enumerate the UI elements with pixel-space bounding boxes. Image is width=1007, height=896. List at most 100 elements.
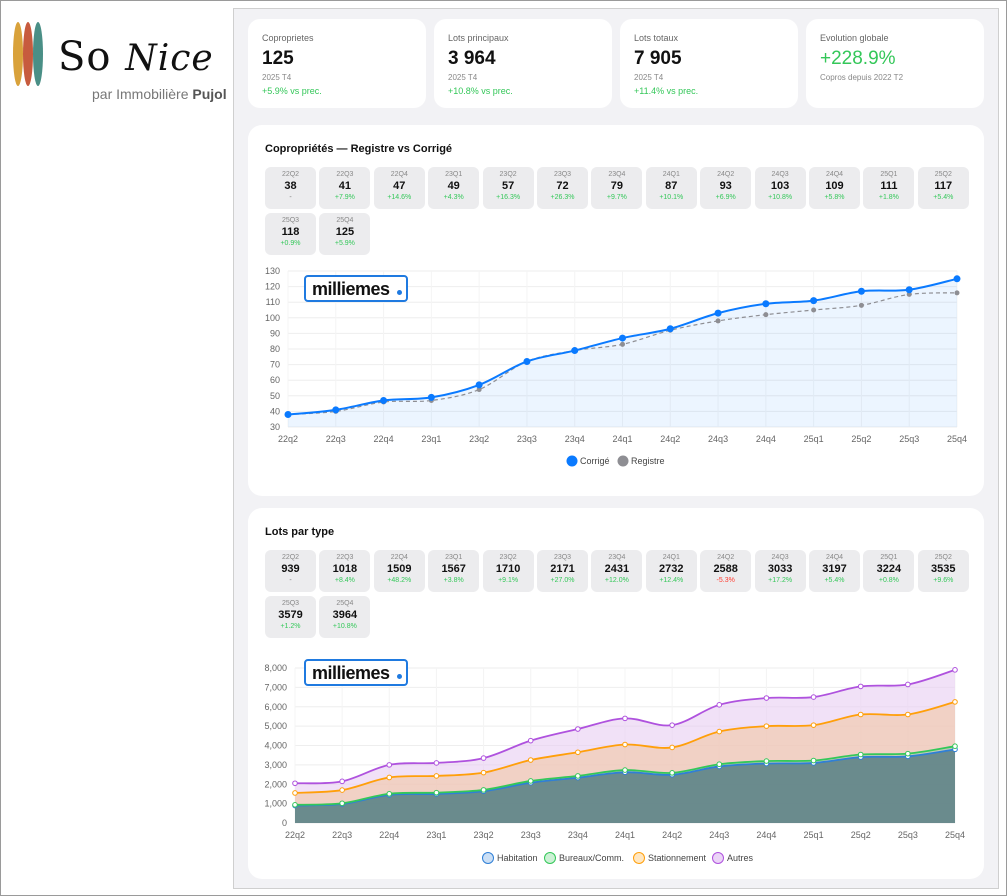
tile-delta: +10.8% xyxy=(332,623,357,630)
data-point xyxy=(716,761,723,768)
tile-quarter: 23Q3 xyxy=(553,171,572,178)
legend-marker xyxy=(633,852,645,864)
quarter-tile: 24Q3 103 +10.8% xyxy=(754,167,806,209)
x-tick-label: 25q4 xyxy=(947,434,967,444)
x-tick-label: 24q3 xyxy=(708,434,728,444)
tile-quarter: 23Q3 xyxy=(553,554,572,561)
data-point-corrige xyxy=(332,406,340,414)
quarter-tile: 23Q3 72 +26.3% xyxy=(537,167,588,209)
tile-quarter: 23Q1 xyxy=(445,171,463,178)
tile-delta: +10.8% xyxy=(768,194,793,201)
data-point xyxy=(433,773,440,779)
legend-marker xyxy=(482,852,494,864)
kpi-value: 3 964 xyxy=(448,48,496,69)
data-point-corrige xyxy=(427,393,435,401)
tile-quarter: 25Q1 xyxy=(880,554,898,561)
tile-quarter: 22Q2 xyxy=(281,171,300,178)
y-tick-label: 70 xyxy=(270,360,280,370)
quarter-tile: 24Q4 109 +5.8% xyxy=(809,167,860,209)
tile-value: 103 xyxy=(770,180,790,192)
watermark-text: milliemes xyxy=(312,663,390,683)
tile-quarter: 24Q2 xyxy=(717,554,735,561)
kpi-sub: Copros depuis 2022 T2 xyxy=(820,73,904,82)
tagline-strong: Pujol xyxy=(192,86,227,102)
quarter-tile: 25Q4 3964 +10.8% xyxy=(319,596,371,638)
series-area-corrige xyxy=(288,278,957,427)
tile-value: 118 xyxy=(281,226,300,238)
tile-quarter: 25Q3 xyxy=(281,217,300,224)
brand-logo-mark xyxy=(13,22,43,86)
data-point xyxy=(386,774,393,781)
tagline-agency: Immobilière xyxy=(116,86,189,102)
lots-chart-card: Lots par type 22Q2 939 - 22Q3 1018 +8.4% 22Q4 1… xyxy=(248,508,984,879)
logo-leaf-3 xyxy=(33,22,43,86)
copro-chart-card: Copropriétés — Registre vs Corrigé 22Q2 3… xyxy=(248,125,984,496)
quarter-tile: 24Q4 3197 +5.4% xyxy=(809,550,860,592)
y-tick-label: 2,000 xyxy=(264,779,287,789)
tile-delta: +17.2% xyxy=(768,577,793,584)
tile-delta: +9.7% xyxy=(606,194,627,201)
x-tick-label: 24q1 xyxy=(612,434,632,444)
tile-delta: - xyxy=(289,194,292,201)
data-point-corrige xyxy=(571,347,579,355)
x-tick-label: 24q4 xyxy=(756,434,776,444)
y-tick-label: 5,000 xyxy=(264,721,287,731)
x-tick-label: 23q4 xyxy=(568,830,588,840)
quarter-tile: 24Q1 2732 +12.4% xyxy=(645,550,697,592)
legend-label: Registre xyxy=(631,456,665,466)
kpi-card-lots-totaux: Lots totaux 7 905 2025 T4 +11.4% vs prec… xyxy=(620,19,798,108)
data-point xyxy=(480,755,487,761)
y-tick-label: 50 xyxy=(270,391,280,401)
tile-value: 72 xyxy=(556,180,569,192)
data-point xyxy=(527,737,534,744)
quarter-tile: 22Q2 38 - xyxy=(265,167,316,209)
brand-logo: So Nice par Immobilière Pujol xyxy=(10,14,230,114)
kpi-delta: +10.8% vs prec. xyxy=(448,86,513,96)
data-point-registre xyxy=(858,302,864,308)
data-point-registre xyxy=(811,307,817,313)
tile-delta: +7.9% xyxy=(334,194,355,201)
kpi-card-coproprietes: Coproprietes 125 2025 T4 +5.9% vs prec. xyxy=(248,19,426,108)
data-point-registre xyxy=(954,290,960,296)
tile-value: 93 xyxy=(719,180,732,192)
brand-name: So Nice xyxy=(58,34,214,80)
data-point xyxy=(339,787,345,793)
tile-value: 1710 xyxy=(495,563,521,575)
data-point xyxy=(386,790,393,797)
data-point xyxy=(433,789,440,796)
data-point-registre xyxy=(763,312,769,318)
x-tick-label: 24q4 xyxy=(756,830,776,840)
card-title: Lots par type xyxy=(265,526,335,538)
tile-delta: +3.8% xyxy=(443,577,464,584)
kpi-value: 7 905 xyxy=(634,48,682,69)
tile-value: 47 xyxy=(393,180,406,192)
quarter-tile: 22Q3 41 +7.9% xyxy=(319,167,371,209)
watermark-text: milliemes xyxy=(312,279,390,299)
tile-value: 1567 xyxy=(441,563,466,575)
quarter-tiles: 22Q2 939 - 22Q3 1018 +8.4% 22Q4 1509 +48.2% 23Q1 1… xyxy=(265,550,971,640)
kpi-label: Lots totaux xyxy=(634,33,679,43)
tile-value: 3579 xyxy=(278,609,303,621)
data-point-corrige xyxy=(284,411,292,419)
tile-delta: +9.6% xyxy=(933,577,954,584)
milliemes-watermark: milliemes xyxy=(304,275,408,302)
tile-quarter: 25Q4 xyxy=(336,600,354,607)
data-point xyxy=(339,800,345,807)
tile-quarter: 24Q3 xyxy=(771,171,789,178)
watermark-dot xyxy=(397,674,402,679)
tile-value: 109 xyxy=(825,180,844,192)
quarter-tile: 25Q4 125 +5.9% xyxy=(319,213,371,255)
kpi-label: Lots principaux xyxy=(448,33,509,43)
data-point xyxy=(669,722,675,728)
tile-delta: +27.0% xyxy=(550,577,575,584)
tile-value: 41 xyxy=(338,180,352,192)
lots-area-chart: 0 1,000 2,000 3,000 4,000 5,000 6,000 7,000 8,00… xyxy=(264,663,965,864)
dashboard-panel: Coproprietes 125 2025 T4 +5.9% vs prec. … xyxy=(233,8,999,889)
data-point xyxy=(857,751,864,758)
x-tick-label: 23q2 xyxy=(474,830,494,840)
x-tick-label: 22q3 xyxy=(332,830,352,840)
quarter-tile: 25Q1 111 +1.8% xyxy=(863,167,915,209)
data-point-corrige xyxy=(762,300,770,308)
brand-name-left: So xyxy=(58,34,112,80)
quarter-tile: 25Q3 3579 +1.2% xyxy=(265,596,316,638)
